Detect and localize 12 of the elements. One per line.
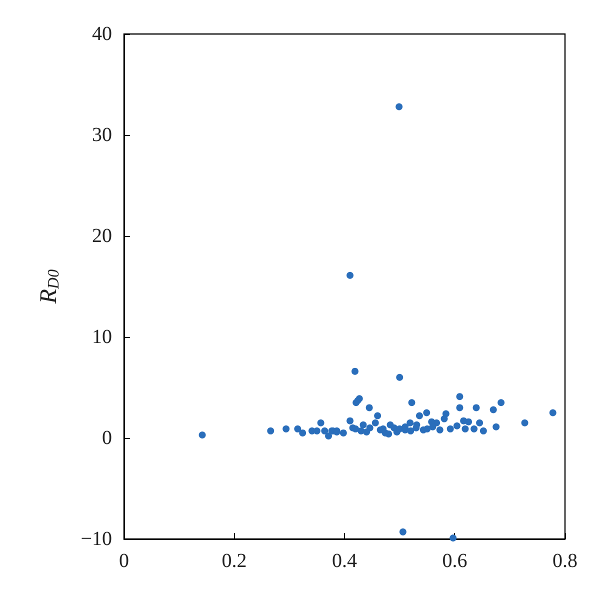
- x-tick-label: 0.6: [442, 550, 468, 572]
- y-tick-label: 30: [92, 124, 112, 146]
- y-tick-label: 20: [92, 225, 112, 247]
- y-tick-label: 40: [92, 23, 112, 45]
- x-tick-label: 0.4: [332, 550, 357, 572]
- y-tick-label: −10: [80, 528, 112, 550]
- y-axis-title: RD0: [36, 269, 62, 305]
- x-tick-label: 0: [119, 550, 129, 572]
- x-tick-label: 0.8: [552, 550, 578, 572]
- y-tick-label: 0: [102, 427, 112, 449]
- x-tick-label: 0.2: [222, 550, 247, 572]
- y-tick-label: 10: [92, 326, 112, 348]
